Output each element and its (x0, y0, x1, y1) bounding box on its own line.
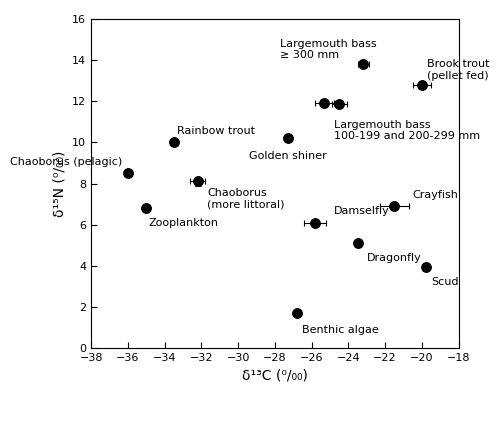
Text: Littoral: Littoral (0, 431, 1, 432)
Text: Golden shiner: Golden shiner (249, 151, 326, 161)
Text: Crayfish: Crayfish (412, 190, 459, 200)
Text: Rainbow trout: Rainbow trout (178, 126, 256, 136)
Text: Largemouth bass
100-199 and 200-299 mm: Largemouth bass 100-199 and 200-299 mm (334, 120, 480, 141)
Text: Largemouth bass
≥ 300 mm: Largemouth bass ≥ 300 mm (280, 38, 377, 60)
Text: Scud: Scud (431, 277, 458, 287)
X-axis label: δ¹³C (⁰/₀₀): δ¹³C (⁰/₀₀) (242, 368, 308, 382)
Text: Dragonfly: Dragonfly (366, 254, 422, 264)
Text: Damselfly: Damselfly (334, 206, 390, 216)
Text: Zooplankton: Zooplankton (148, 219, 218, 229)
Text: Brook trout
(pellet fed): Brook trout (pellet fed) (428, 59, 490, 81)
Text: Chaoborus (pelagic): Chaoborus (pelagic) (10, 157, 122, 167)
Text: Pelagic: Pelagic (0, 431, 1, 432)
Y-axis label: δ¹⁵N (⁰/₀₀): δ¹⁵N (⁰/₀₀) (52, 150, 66, 217)
Text: Benthic algae: Benthic algae (302, 325, 379, 335)
Text: Chaoborus
(more littoral): Chaoborus (more littoral) (207, 187, 284, 209)
